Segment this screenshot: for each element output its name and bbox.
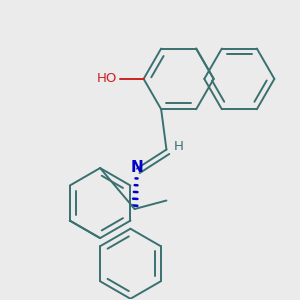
Text: H: H [174,140,184,153]
Text: N: N [130,160,143,175]
Text: HO: HO [97,72,117,86]
